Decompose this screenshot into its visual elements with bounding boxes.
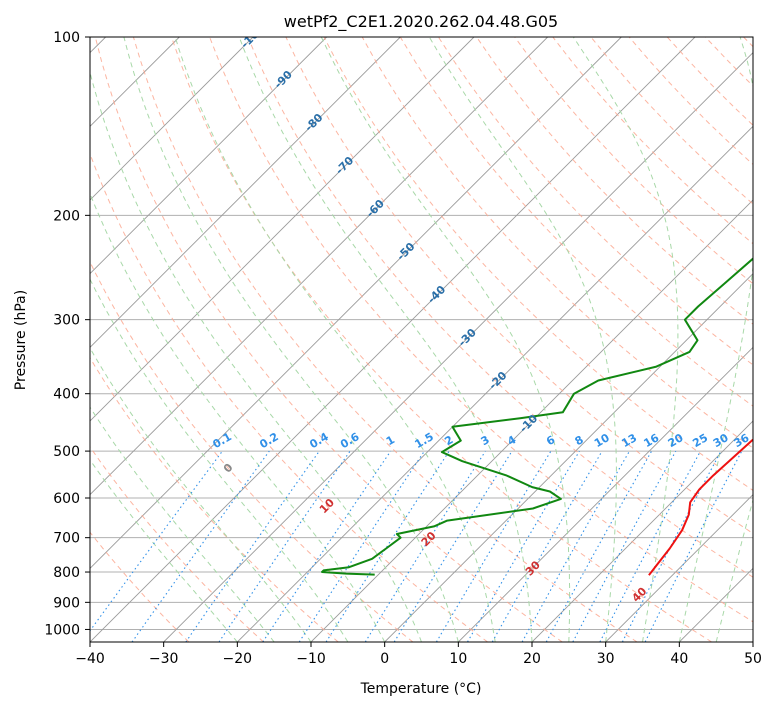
moist-adiabat-line — [320, 37, 571, 642]
isotherm-line — [90, 37, 622, 569]
x-tick-label: −10 — [296, 651, 326, 667]
mixing-ratio-line — [467, 450, 580, 642]
background-lines — [90, 37, 753, 642]
y-tick-label: 800 — [53, 565, 80, 581]
y-tick-label: 600 — [53, 491, 80, 507]
mixing-ratio-line — [572, 450, 677, 642]
isotherm-line — [458, 346, 753, 642]
x-tick-label: 30 — [597, 651, 615, 667]
moist-adiabat-line — [238, 37, 533, 642]
moist-adiabat-line — [123, 37, 459, 642]
plot-frame — [89, 36, 754, 643]
dry-adiabat-line — [247, 37, 753, 578]
mixing-ratio-line — [185, 450, 320, 642]
isotherm-line — [605, 494, 753, 642]
dry-adiabat-line — [399, 37, 753, 407]
dewpoint-profile-line — [321, 257, 753, 576]
moist-adiabat-line — [90, 70, 422, 642]
moist-adiabat-line — [428, 37, 617, 642]
isotherm-line — [90, 37, 254, 201]
plot-area: -100-90-80-70-60-50-40-30-20-10010203040… — [90, 37, 753, 642]
isotherm-line — [90, 37, 401, 348]
moist-adiabat-line — [90, 406, 275, 642]
moist-adiabat-line — [174, 37, 496, 642]
y-tick-label: 300 — [53, 313, 80, 329]
x-tick-label: 0 — [380, 651, 389, 667]
x-tick-label: 40 — [670, 651, 688, 667]
isotherm-line — [163, 52, 753, 642]
dry-adiabat-line — [90, 152, 488, 642]
moist-adiabat-line — [90, 347, 312, 642]
moist-adiabat-line — [90, 459, 238, 642]
x-tick-label: −30 — [149, 651, 179, 667]
dry-adiabat-line — [94, 37, 563, 642]
isotherm-line — [531, 420, 753, 642]
isotherm-line — [90, 37, 327, 275]
dry-adiabat-line — [171, 37, 712, 642]
x-tick-label: −20 — [223, 651, 253, 667]
dry-adiabat-line — [514, 37, 753, 285]
isotherm-line — [384, 273, 753, 642]
y-tick-label: 1000 — [44, 622, 80, 638]
y-tick-label: 900 — [53, 595, 80, 611]
mixing-ratio-line — [364, 450, 486, 642]
mixing-ratio-line — [325, 450, 450, 642]
isotherm-line — [90, 37, 475, 422]
y-tick-label: 200 — [53, 208, 80, 224]
dry-adiabat-line — [90, 531, 190, 642]
y-tick-label: 100 — [53, 30, 80, 46]
mixing-ratio-line — [262, 450, 392, 642]
chart-title: wetPf2_C2E1.2020.262.04.48.G05 — [284, 12, 558, 32]
mixing-ratio-line — [218, 450, 351, 642]
mixing-ratio-line — [393, 450, 513, 642]
axis-ticks: −40 −30 −20 −10 0 10 20 30 40 50 100 200 300 400 500 60… — [44, 30, 762, 667]
mixing-ratio-line — [435, 450, 552, 642]
isotherm-line — [90, 37, 548, 496]
moist-adiabat-line — [572, 37, 679, 642]
mixing-ratio-line — [599, 450, 701, 642]
x-tick-label: 10 — [449, 651, 467, 667]
y-tick-label: 400 — [53, 387, 80, 403]
dry-adiabat-line — [361, 37, 753, 449]
mixing-ratio-line — [298, 450, 425, 642]
x-tick-label: 50 — [744, 651, 762, 667]
dry-adiabat-line — [132, 37, 638, 642]
y-axis-label: Pressure (hPa) — [13, 290, 29, 390]
y-tick-label: 500 — [53, 444, 80, 460]
y-tick-label: 700 — [53, 531, 80, 547]
isotherm-line — [237, 125, 753, 642]
x-tick-label: 20 — [523, 651, 541, 667]
x-axis-label: Temperature (°C) — [360, 681, 482, 697]
x-tick-label: −40 — [75, 651, 105, 667]
dry-adiabat-line — [209, 37, 753, 623]
dry-adiabat-line — [90, 260, 414, 642]
data-series — [321, 257, 753, 576]
moist-adiabat-line — [90, 278, 349, 642]
temperature-profile-line — [648, 438, 753, 576]
moist-adiabat-line — [90, 192, 386, 642]
dry-adiabat-line — [90, 446, 264, 642]
